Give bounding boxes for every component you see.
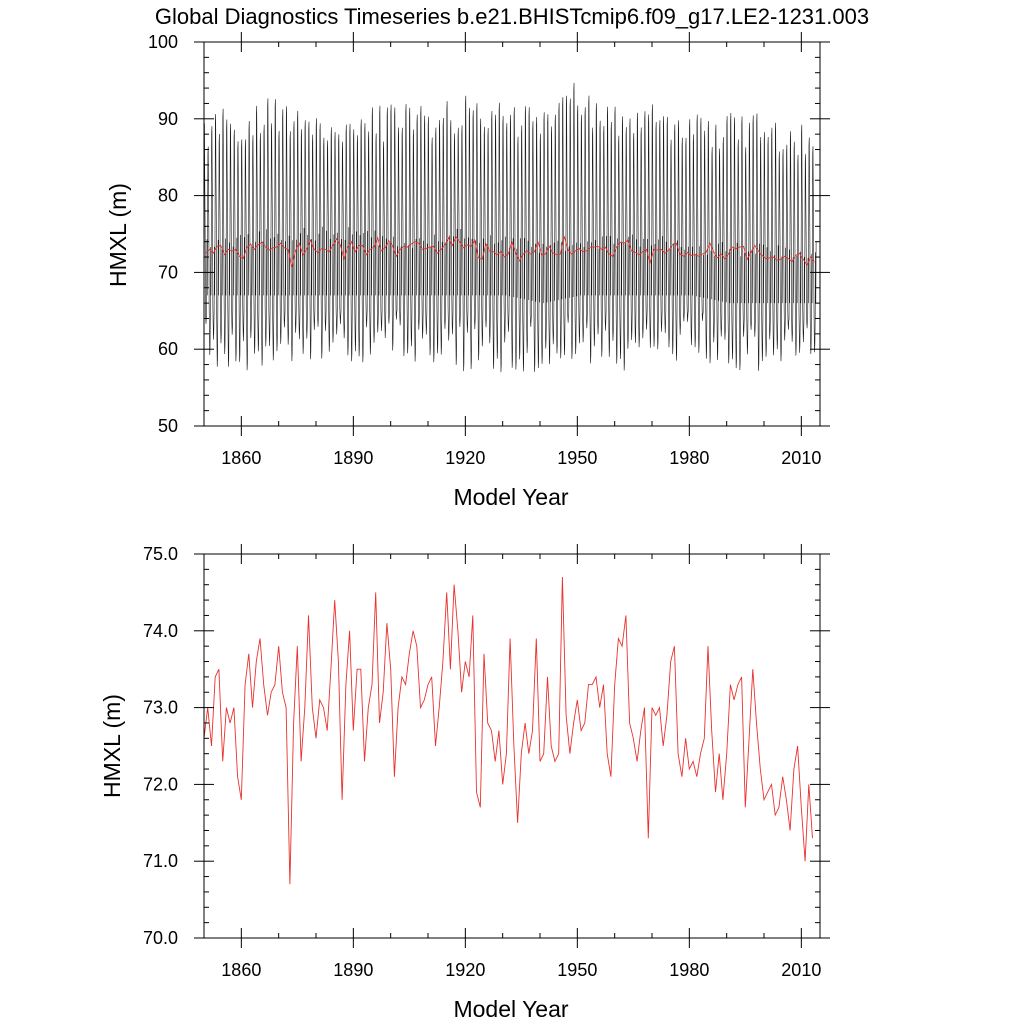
- bottom-x-axis-title: Model Year: [453, 996, 568, 1022]
- top-x-tick-label: 1950: [557, 448, 597, 468]
- bottom-plot-frame: [203, 553, 821, 939]
- annual-series-line-top: [205, 236, 815, 268]
- top-y-tick-label: 90: [158, 109, 178, 129]
- bottom-y-tick-label: 72.0: [143, 774, 178, 794]
- annual-series-overlay: [205, 236, 815, 268]
- bottom-x-tick-label: 1950: [557, 960, 597, 980]
- bottom-y-tick-label: 70.0: [143, 928, 178, 948]
- panel-top-chart: 1860 1890 1920 1950 1980 2010 50 60 70 80 90 100 Mo…: [105, 32, 830, 510]
- bottom-x-tick-label: 2010: [781, 960, 821, 980]
- bottom-x-tick-label: 1920: [445, 960, 485, 980]
- top-y-tick-label: 50: [158, 416, 178, 436]
- top-x-tick-label: 2010: [781, 448, 821, 468]
- top-x-tick-label: 1890: [333, 448, 373, 468]
- bottom-y-tick-label: 74.0: [143, 621, 178, 641]
- top-y-tick-label: 100: [148, 32, 178, 52]
- monthly-series-line: [203, 82, 817, 373]
- top-plot-frame: [203, 41, 821, 427]
- panel-bottom-chart: 1860 1890 1920 1950 1980 2010 70.0 71.0 72.0 73.0…: [99, 544, 830, 1022]
- bottom-x-tick-label: 1860: [221, 960, 261, 980]
- top-y-tick-label: 60: [158, 339, 178, 359]
- top-x-axis-title: Model Year: [453, 484, 568, 510]
- monthly-series: [203, 82, 817, 373]
- top-x-tick-label: 1980: [669, 448, 709, 468]
- top-y-tick-label: 70: [158, 262, 178, 282]
- bottom-x-tick-label: 1890: [333, 960, 373, 980]
- bottom-y-axis-title: HMXL (m): [99, 694, 125, 798]
- top-axes: 1860 1890 1920 1950 1980 2010 50 60 70 80 90 100: [148, 32, 830, 468]
- top-x-tick-label: 1860: [221, 448, 261, 468]
- bottom-y-tick-label: 73.0: [143, 698, 178, 718]
- top-x-tick-label: 1920: [445, 448, 485, 468]
- bottom-axes: 1860 1890 1920 1950 1980 2010 70.0 71.0 72.0 73.0…: [143, 544, 830, 980]
- bottom-y-tick-label: 71.0: [143, 851, 178, 871]
- bottom-y-tick-label: 75.0: [143, 544, 178, 564]
- annual-series: [203, 576, 813, 885]
- annual-series-line: [203, 576, 813, 885]
- figure-title: Global Diagnostics Timeseries b.e21.BHIS…: [155, 4, 869, 29]
- bottom-x-tick-label: 1980: [669, 960, 709, 980]
- top-y-axis-title: HMXL (m): [105, 183, 131, 287]
- top-y-tick-label: 80: [158, 186, 178, 206]
